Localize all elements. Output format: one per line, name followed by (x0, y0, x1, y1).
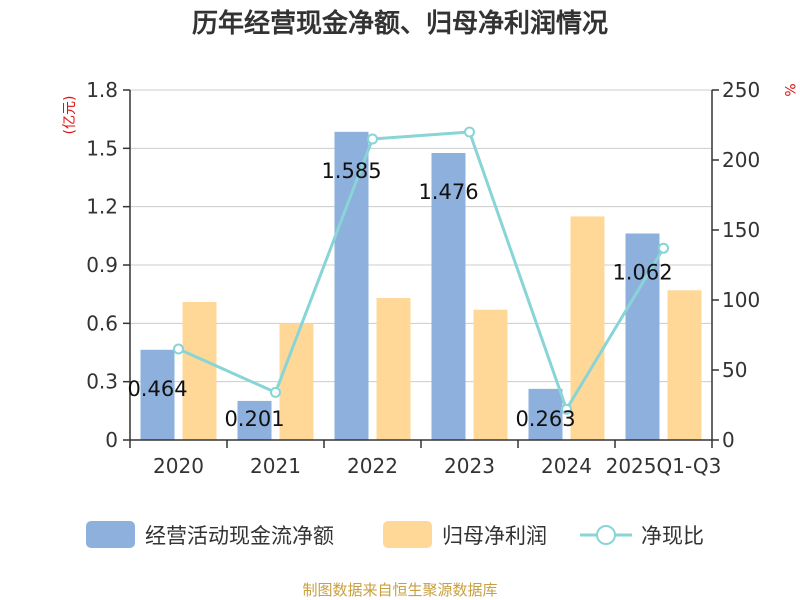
data-label-cashflow: 0.201 (224, 407, 284, 431)
ratio-point (658, 242, 669, 254)
bar-cashflow (625, 233, 660, 440)
bar-cashflow (528, 388, 563, 440)
legend: 经营活动现金流净额 归母净利润 净现比 (86, 521, 704, 548)
right-axis-tick-label: 250 (722, 78, 760, 102)
bar-profit (473, 309, 508, 440)
bars (140, 131, 702, 441)
data-label-cashflow: 1.585 (321, 159, 381, 183)
chart-title: 历年经营现金净额、归母净利润情况 (192, 8, 608, 39)
legend-marker-ratio (596, 525, 616, 545)
left-axis-tick-label: 1.2 (86, 195, 118, 219)
bar-cashflow (334, 131, 369, 441)
right-axis-unit: % (781, 83, 797, 96)
grid-lines (130, 89, 712, 383)
right-axis-tick-label: 50 (722, 358, 747, 382)
right-axis-tick-label: 100 (722, 288, 760, 312)
bar-profit (279, 323, 314, 440)
x-axis-tick-label: 2025Q1-Q3 (606, 454, 722, 478)
legend-label-profit: 归母净利润 (442, 524, 547, 548)
bar-cashflow (431, 153, 466, 440)
left-axis-tick-label: 1.8 (86, 78, 118, 102)
bar-profit (667, 290, 702, 440)
x-axis-tick-label: 2022 (347, 454, 398, 478)
data-label-cashflow: 1.062 (612, 261, 672, 285)
left-axis-tick-label: 0.6 (86, 311, 118, 335)
left-axis-unit: (亿元) (62, 96, 78, 135)
ratio-point (173, 343, 184, 355)
left-axis-tick-label: 0 (105, 428, 118, 452)
axes: 0 0.3 0.6 0.9 1.2 1.5 1.8 0 50 100 150 200 250 2020 20… (86, 78, 760, 478)
legend-swatch-cashflow (86, 521, 135, 548)
left-axis-tick-label: 0.9 (86, 253, 118, 277)
legend-label-cashflow: 经营活动现金流净额 (145, 524, 334, 548)
ratio-line (173, 126, 669, 415)
right-axis-tick-label: 200 (722, 148, 760, 172)
bar-profit (376, 298, 411, 440)
left-axis-tick-label: 0.3 (86, 370, 118, 394)
ratio-point (367, 133, 378, 145)
right-axis-tick-label: 0 (722, 428, 735, 452)
data-label-cashflow: 1.476 (418, 180, 478, 204)
x-axis-tick-label: 2021 (250, 454, 301, 478)
legend-swatch-profit (383, 521, 432, 548)
x-axis-tick-label: 2023 (444, 454, 495, 478)
ratio-point (270, 386, 281, 398)
source-note: 制图数据来自恒生聚源数据库 (302, 581, 497, 599)
left-axis-tick-label: 1.5 (86, 136, 118, 160)
right-axis-tick-label: 150 (722, 218, 760, 242)
data-label-cashflow: 0.263 (515, 407, 575, 431)
x-axis-tick-label: 2024 (541, 454, 592, 478)
data-labels: 0.464 0.201 1.585 1.476 0.263 1.062 (127, 159, 672, 431)
ratio-line-path (177, 130, 665, 411)
bar-profit (570, 216, 605, 440)
bar-cashflow (237, 400, 272, 440)
bar-cashflow (140, 349, 175, 440)
ratio-point (464, 126, 475, 138)
x-axis-tick-label: 2020 (153, 454, 204, 478)
bar-profit (182, 301, 217, 440)
data-label-cashflow: 0.464 (127, 377, 187, 401)
ratio-point (561, 403, 572, 415)
legend-label-ratio: 净现比 (641, 524, 704, 548)
